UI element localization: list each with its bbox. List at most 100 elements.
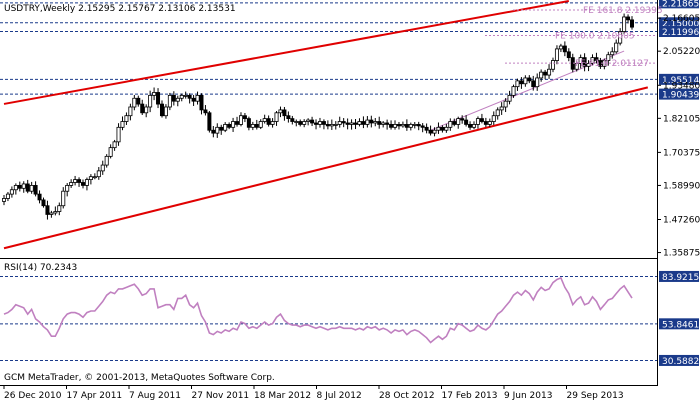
x-tick-label: 7 Aug 2011 bbox=[129, 391, 181, 401]
candle bbox=[290, 115, 295, 125]
candle bbox=[452, 118, 457, 127]
candle bbox=[558, 43, 563, 53]
main-panel-bg bbox=[0, 0, 658, 258]
candle bbox=[45, 200, 50, 220]
x-tick-label: 9 Jun 2013 bbox=[504, 391, 552, 401]
x-tick-label: 8 Jul 2012 bbox=[317, 391, 362, 401]
candle bbox=[223, 122, 228, 133]
candle bbox=[483, 117, 488, 128]
rsi-panel-bg bbox=[0, 259, 658, 385]
candle bbox=[2, 195, 7, 206]
candle bbox=[361, 116, 366, 129]
candle bbox=[100, 160, 105, 175]
candle bbox=[393, 120, 398, 130]
candle bbox=[33, 181, 38, 197]
candle bbox=[156, 88, 161, 109]
channel-lines bbox=[3, 0, 649, 250]
candle bbox=[566, 48, 571, 62]
rsi-line bbox=[3, 276, 633, 344]
candle bbox=[227, 122, 232, 130]
candle bbox=[412, 122, 417, 129]
candle bbox=[195, 91, 200, 105]
candle bbox=[424, 123, 429, 134]
y-tick-label: 1.70375 bbox=[663, 148, 700, 158]
x-tick-label: 27 Nov 2011 bbox=[192, 391, 250, 401]
candle bbox=[341, 118, 346, 128]
candle bbox=[349, 119, 354, 130]
support-trendline bbox=[430, 50, 625, 131]
candle bbox=[274, 111, 279, 126]
x-tick-label: 17 Feb 2013 bbox=[442, 391, 498, 401]
candle bbox=[302, 119, 307, 128]
fib-level-label: FE 61.8 2.01127 bbox=[575, 59, 649, 69]
candle bbox=[211, 126, 216, 138]
candle bbox=[258, 119, 263, 130]
candle bbox=[152, 87, 157, 101]
candle bbox=[242, 112, 247, 123]
price-level-label: 2.21865 bbox=[662, 0, 699, 9]
fibonacci-levels: FE 161.8 2.19395 FE 100.0 2.10605 FE 61.8 … bbox=[485, 6, 663, 69]
candle bbox=[49, 210, 54, 218]
candle bbox=[460, 115, 465, 124]
candle bbox=[404, 119, 409, 131]
rsi-label: RSI(14) 70.2343 bbox=[4, 263, 77, 273]
candle bbox=[487, 118, 492, 127]
candle bbox=[472, 121, 477, 130]
candle bbox=[262, 114, 267, 124]
candle bbox=[207, 110, 212, 133]
candle bbox=[282, 106, 287, 121]
x-tick-label: 18 Mar 2012 bbox=[254, 391, 311, 401]
candle bbox=[519, 77, 524, 89]
candle bbox=[92, 173, 97, 180]
y-tick-label: 2.05220 bbox=[663, 47, 700, 57]
candlesticks bbox=[2, 13, 635, 220]
candle bbox=[231, 117, 236, 132]
candle bbox=[562, 41, 567, 57]
candle bbox=[120, 116, 125, 131]
candle bbox=[543, 69, 548, 80]
rsi-gridlines: 83.92157 53.84615 30.58824 bbox=[0, 270, 700, 367]
candle bbox=[554, 45, 559, 65]
fib-level-label: FE 100.0 2.10605 bbox=[555, 32, 635, 42]
candle bbox=[590, 54, 595, 66]
rsi-level-label: 30.58824 bbox=[662, 357, 700, 367]
candle bbox=[321, 119, 326, 130]
candle bbox=[306, 118, 311, 126]
candle bbox=[491, 111, 496, 125]
candle bbox=[13, 183, 18, 195]
candle bbox=[618, 28, 623, 46]
candle bbox=[167, 92, 172, 111]
candle bbox=[381, 121, 386, 128]
candle bbox=[610, 47, 615, 59]
candle bbox=[246, 116, 251, 131]
candle bbox=[159, 100, 164, 118]
candle bbox=[630, 16, 635, 30]
candle bbox=[235, 116, 240, 127]
price-level-label-bg bbox=[659, 17, 699, 29]
candle bbox=[523, 75, 528, 87]
candle bbox=[475, 116, 480, 129]
candle bbox=[626, 14, 631, 24]
candle bbox=[294, 119, 299, 127]
candle bbox=[215, 123, 220, 138]
candle bbox=[203, 105, 208, 116]
candle bbox=[65, 183, 70, 197]
price-level-label-bg bbox=[659, 73, 699, 85]
channel-line-lower bbox=[3, 86, 649, 250]
candle bbox=[148, 90, 153, 113]
candle bbox=[250, 121, 255, 131]
candle bbox=[535, 73, 540, 91]
candle bbox=[377, 116, 382, 129]
candle bbox=[163, 104, 168, 119]
candle bbox=[9, 186, 14, 198]
candle bbox=[140, 99, 145, 116]
candle bbox=[539, 69, 544, 82]
candle bbox=[400, 121, 405, 128]
candle bbox=[582, 53, 587, 72]
candle bbox=[499, 102, 504, 115]
candle bbox=[286, 111, 291, 123]
price-level-label: 1.90439 bbox=[662, 91, 699, 101]
candle bbox=[551, 57, 556, 73]
